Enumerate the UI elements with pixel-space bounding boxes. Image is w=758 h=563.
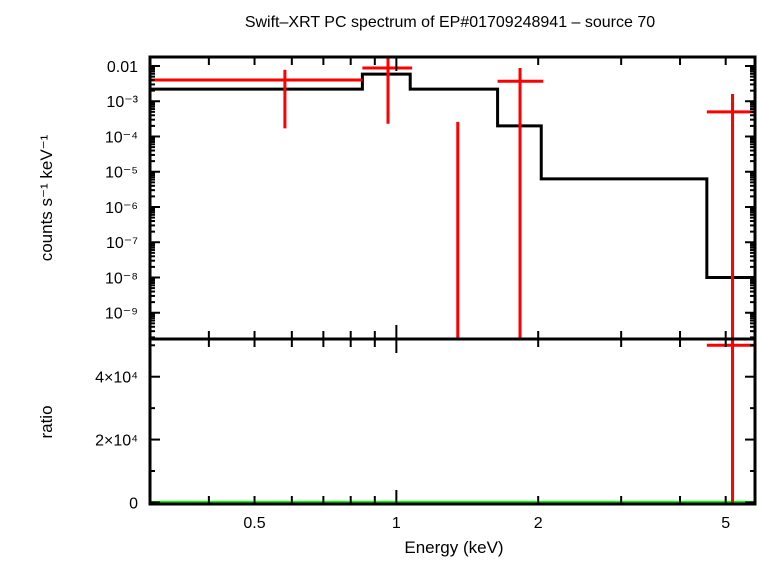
y-tick-label: 10⁻⁸ bbox=[105, 270, 138, 287]
x-tick-label: 0.5 bbox=[243, 515, 265, 532]
plot-frame bbox=[148, 337, 757, 506]
y-tick-label: 10⁻⁵ bbox=[105, 165, 138, 182]
y-axis-label-spectrum: counts s⁻¹ keV⁻¹ bbox=[37, 134, 56, 261]
y-tick-label: 10⁻⁷ bbox=[106, 235, 138, 252]
plot-frame bbox=[148, 55, 757, 341]
x-tick-label: 2 bbox=[534, 515, 543, 532]
x-axis-label: Energy (keV) bbox=[404, 538, 503, 557]
x-tick-label: 1 bbox=[392, 515, 401, 532]
y-tick-label: 0.01 bbox=[107, 59, 138, 76]
x-tick-label: 5 bbox=[721, 515, 730, 532]
y-tick-label: 10⁻⁶ bbox=[105, 200, 138, 217]
y-tick-label: 10⁻³ bbox=[106, 94, 138, 111]
y-tick-label: 10⁻⁴ bbox=[105, 129, 138, 146]
y-tick-label: 2×10⁴ bbox=[95, 433, 138, 450]
y-tick-label: 10⁻⁹ bbox=[105, 306, 138, 323]
y-tick-label: 0 bbox=[129, 495, 138, 512]
y-axis-label-ratio: ratio bbox=[37, 405, 56, 438]
chart-title: Swift–XRT PC spectrum of EP#01709248941 … bbox=[245, 14, 655, 31]
model-step-line bbox=[150, 72, 755, 279]
y-tick-label: 4×10⁴ bbox=[95, 370, 138, 387]
